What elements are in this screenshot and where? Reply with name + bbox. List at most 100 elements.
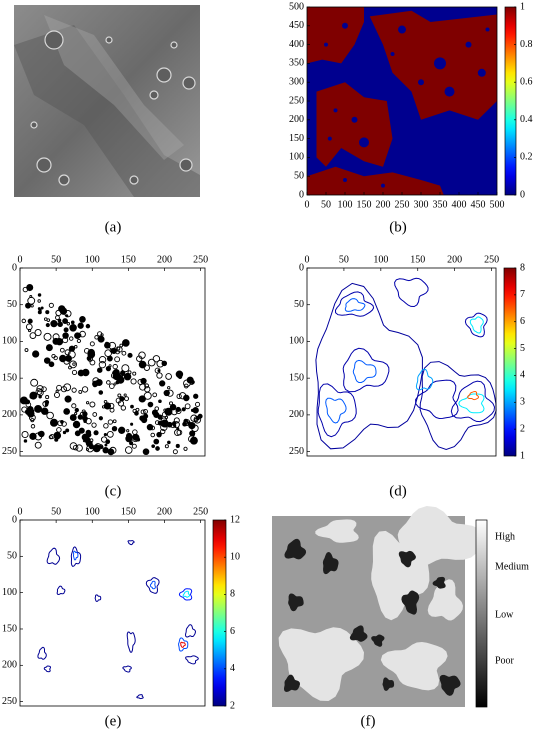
x-tick-label: 50 bbox=[339, 254, 349, 265]
contour-line bbox=[178, 588, 193, 601]
edge-blob bbox=[29, 432, 37, 440]
contour-line bbox=[178, 637, 189, 652]
edge-blob bbox=[48, 361, 55, 368]
edge-blob bbox=[53, 355, 58, 361]
x-tick-label: 500 bbox=[490, 199, 505, 210]
y-tick-label: 0 bbox=[12, 262, 17, 273]
edge-blob bbox=[115, 372, 123, 381]
edge-blob bbox=[62, 318, 69, 324]
y-tick-label: 0 bbox=[12, 514, 17, 525]
edge-blob bbox=[156, 431, 162, 438]
edge-blob bbox=[165, 373, 172, 380]
edge-blob bbox=[44, 399, 50, 405]
crater bbox=[105, 36, 113, 44]
edge-blob bbox=[139, 415, 146, 422]
edge-blob bbox=[173, 417, 180, 424]
colorbar-tick-label: 8 bbox=[230, 589, 235, 600]
y-tick-label: 200 bbox=[289, 114, 304, 125]
edge-blob bbox=[181, 407, 186, 412]
panel-label: (a) bbox=[105, 219, 122, 235]
edge-blob bbox=[164, 415, 169, 419]
edge-blob bbox=[197, 413, 203, 419]
edge-blob bbox=[85, 323, 91, 329]
edge-blob bbox=[81, 386, 89, 393]
edge-blob bbox=[37, 293, 42, 297]
edge-blob bbox=[166, 421, 173, 428]
contour-line bbox=[145, 577, 160, 594]
x-tick-label: 200 bbox=[157, 254, 172, 265]
contour-line bbox=[394, 277, 429, 308]
y-tick-label: 150 bbox=[289, 372, 304, 383]
x-tick-label: 350 bbox=[433, 199, 448, 210]
colorbar-tick-label: 1 bbox=[520, 1, 525, 12]
edge-blob bbox=[176, 393, 182, 399]
y-tick-label: 150 bbox=[2, 372, 17, 383]
edge-blob bbox=[30, 378, 39, 387]
edge-blob bbox=[97, 367, 103, 373]
x-tick-label: 0 bbox=[18, 506, 23, 517]
quality-high bbox=[427, 579, 463, 621]
edge-blob bbox=[175, 443, 180, 449]
edge-blob bbox=[143, 409, 148, 414]
contour-line bbox=[180, 641, 186, 648]
edge-blob bbox=[138, 395, 146, 403]
edge-blob bbox=[132, 371, 137, 376]
edge-blob bbox=[56, 384, 62, 391]
edge-blob bbox=[49, 418, 59, 427]
x-tick-label: 150 bbox=[121, 254, 136, 265]
edge-blob bbox=[131, 443, 137, 449]
edge-blob bbox=[118, 426, 126, 434]
edge-blob bbox=[151, 444, 156, 448]
edge-blob bbox=[85, 448, 90, 452]
edge-blob bbox=[194, 401, 201, 407]
edge-blob bbox=[164, 444, 169, 449]
colorbar-tick-label: 5 bbox=[520, 343, 525, 354]
edge-blob bbox=[127, 352, 133, 358]
crater bbox=[44, 30, 64, 50]
contour-line bbox=[94, 594, 102, 602]
y-tick-label: 150 bbox=[2, 623, 17, 634]
edge-blob bbox=[86, 432, 92, 438]
colorbar-tick-label: 4 bbox=[520, 370, 525, 381]
edge-blob bbox=[143, 364, 151, 371]
contour-line bbox=[419, 361, 497, 451]
edge-blob bbox=[74, 412, 78, 416]
edge-blob bbox=[188, 421, 196, 430]
y-tick-label: 50 bbox=[294, 299, 304, 310]
y-tick-label: 200 bbox=[289, 409, 304, 420]
x-tick-label: 100 bbox=[373, 254, 388, 265]
x-tick-label: 400 bbox=[452, 199, 467, 210]
edge-blob bbox=[27, 410, 35, 418]
edge-blob bbox=[184, 420, 188, 424]
edge-blob bbox=[34, 432, 43, 441]
edge-blob bbox=[194, 418, 199, 423]
edge-blob bbox=[30, 304, 34, 308]
edge-blob bbox=[40, 306, 44, 310]
edge-blob bbox=[154, 367, 161, 374]
colorbar-tick-label: 12 bbox=[230, 514, 240, 525]
edge-blob bbox=[95, 379, 103, 387]
colorbar-tick-label: 0 bbox=[520, 189, 525, 200]
contour-line bbox=[342, 347, 390, 393]
quality-poor bbox=[284, 538, 307, 560]
quality-poor bbox=[284, 674, 300, 692]
heatmap-hole bbox=[343, 177, 347, 182]
edge-blob bbox=[103, 423, 109, 429]
edge-blob bbox=[23, 439, 28, 443]
edge-blob bbox=[66, 322, 71, 326]
x-tick-label: 0 bbox=[305, 199, 310, 210]
colorbar-tick-label: 7 bbox=[520, 289, 525, 300]
edge-blob bbox=[89, 401, 96, 408]
edge-blob bbox=[183, 446, 188, 451]
contour-line bbox=[149, 580, 156, 590]
edge-blob bbox=[64, 395, 72, 403]
heatmap-hole bbox=[418, 79, 424, 86]
crater bbox=[179, 158, 193, 172]
edge-blob bbox=[89, 359, 96, 366]
edge-blob bbox=[29, 295, 33, 298]
x-tick-label: 150 bbox=[121, 506, 136, 517]
crater bbox=[149, 90, 159, 100]
edge-blob bbox=[112, 371, 116, 375]
edge-blob bbox=[124, 446, 133, 454]
contour-line bbox=[73, 550, 79, 561]
